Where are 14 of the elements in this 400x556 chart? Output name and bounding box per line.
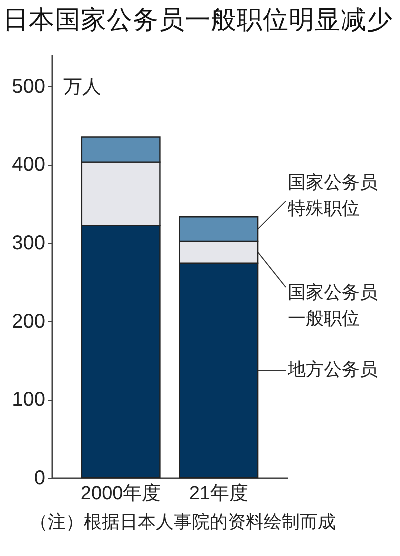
y-tick-label: 200 <box>12 310 46 333</box>
y-tick-label: 300 <box>12 232 46 254</box>
series-label: 国家公务员一般职位 <box>288 282 378 328</box>
x-tick-label: 2000年度 <box>80 482 162 504</box>
y-tick-label: 500 <box>12 76 46 98</box>
x-tick-label: 21年度 <box>189 482 248 504</box>
y-tick-label: 0 <box>34 468 46 490</box>
y-tick-label: 400 <box>12 154 46 176</box>
text: （注）根据日本人事院的资料绘制而成 <box>30 512 336 532</box>
y-tick-label: 100 <box>12 389 46 412</box>
y-axis-title: 万人 <box>64 76 102 98</box>
series-label: 地方公务员 <box>287 360 378 380</box>
series-label: 国家公务员特殊职位 <box>288 172 378 218</box>
chart-title: 日本国家公务员一般职位明显减少 <box>3 6 393 34</box>
